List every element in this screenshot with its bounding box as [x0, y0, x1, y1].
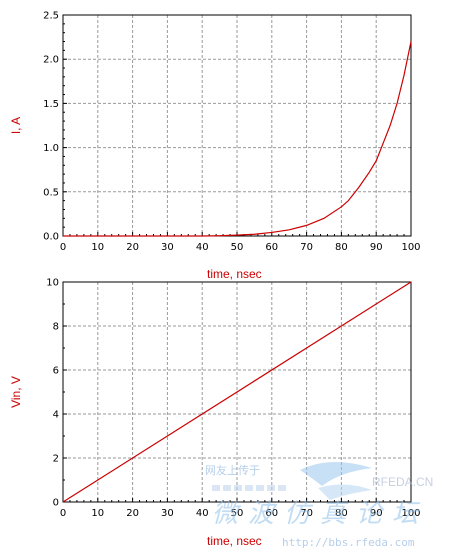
- x-tick-label: 80: [335, 242, 348, 253]
- x-tick-label: 10: [91, 242, 104, 253]
- y-tick-label: 4: [53, 410, 59, 421]
- watermark-wing-shape: [300, 461, 372, 486]
- series-line: [63, 41, 412, 237]
- x-tick-label: 100: [401, 508, 420, 519]
- y-tick-label: 1.0: [43, 143, 59, 154]
- watermark-wing-shape: [318, 484, 372, 500]
- y-tick-label: 8: [53, 322, 59, 333]
- y-tick-label: 1.5: [43, 99, 59, 110]
- watermark-square: [278, 485, 286, 491]
- y-tick-label: 2.0: [43, 55, 59, 66]
- x-tick-label: 60: [265, 508, 278, 519]
- x-tick-label: 80: [335, 508, 348, 519]
- y-tick-label: 2.5: [43, 11, 59, 22]
- watermark-logo-text: RFEDA.CN: [372, 475, 433, 489]
- y-tick-label: 0: [53, 498, 59, 509]
- x-tick-label: 70: [300, 242, 313, 253]
- x-tick-label: 30: [161, 508, 174, 519]
- x-tick-label: 40: [196, 242, 209, 253]
- x-tick-label: 30: [161, 242, 174, 253]
- x-tick-label: 20: [126, 508, 139, 519]
- watermark-square: [245, 485, 253, 491]
- x-axis-title: time, nsec: [207, 534, 262, 548]
- y-tick-label: 0.0: [43, 232, 59, 243]
- series-line: [62, 281, 412, 503]
- plot-frame: [62, 281, 412, 503]
- watermark-square: [234, 485, 242, 491]
- watermark-square: [223, 485, 231, 491]
- voltage-chart: 0 10 20 30 40 50 60 70 80 90 100 0 2 4 6 8 10 time, nsec V…: [9, 278, 421, 549]
- x-axis-title: time, nsec: [207, 267, 262, 281]
- x-tick-label: 100: [401, 242, 420, 253]
- watermark-square: [256, 485, 264, 491]
- y-axis-title: Vin, V: [9, 376, 23, 408]
- watermark-square: [212, 485, 220, 491]
- watermark-square: [267, 485, 275, 491]
- watermark-chinese-text: 微波仿真论坛: [212, 499, 428, 529]
- x-tick-label: 90: [370, 508, 383, 519]
- watermark-url-text: http://bbs.rfeda.com: [282, 536, 415, 549]
- plot-frame: [62, 14, 412, 237]
- x-tick-label: 40: [196, 508, 209, 519]
- y-tick-label: 10: [46, 278, 59, 289]
- x-tick-label: 20: [126, 242, 139, 253]
- current-chart: 0 10 20 30 40 50 60 70 80 90 100 0.0 0.5 1.0 1.5 2.0 2.5…: [9, 11, 421, 282]
- y-tick-label: 0.5: [43, 187, 59, 198]
- x-tick-label: 60: [265, 242, 278, 253]
- x-tick-label: 0: [60, 508, 66, 519]
- x-tick-label: 0: [60, 242, 66, 253]
- y-tick-label: 6: [53, 366, 59, 377]
- x-tick-label: 50: [231, 508, 244, 519]
- y-tick-label: 2: [53, 454, 59, 465]
- watermark: 网友上传于 RFEDA.CN 微波仿真论坛 http://bbs.rfeda.com: [205, 461, 433, 549]
- y-axis-title: I, A: [9, 117, 23, 134]
- x-tick-label: 70: [300, 508, 313, 519]
- x-tick-label: 10: [91, 508, 104, 519]
- x-tick-label: 90: [370, 242, 383, 253]
- watermark-upload-text: 网友上传于: [205, 463, 260, 477]
- x-tick-label: 50: [231, 242, 244, 253]
